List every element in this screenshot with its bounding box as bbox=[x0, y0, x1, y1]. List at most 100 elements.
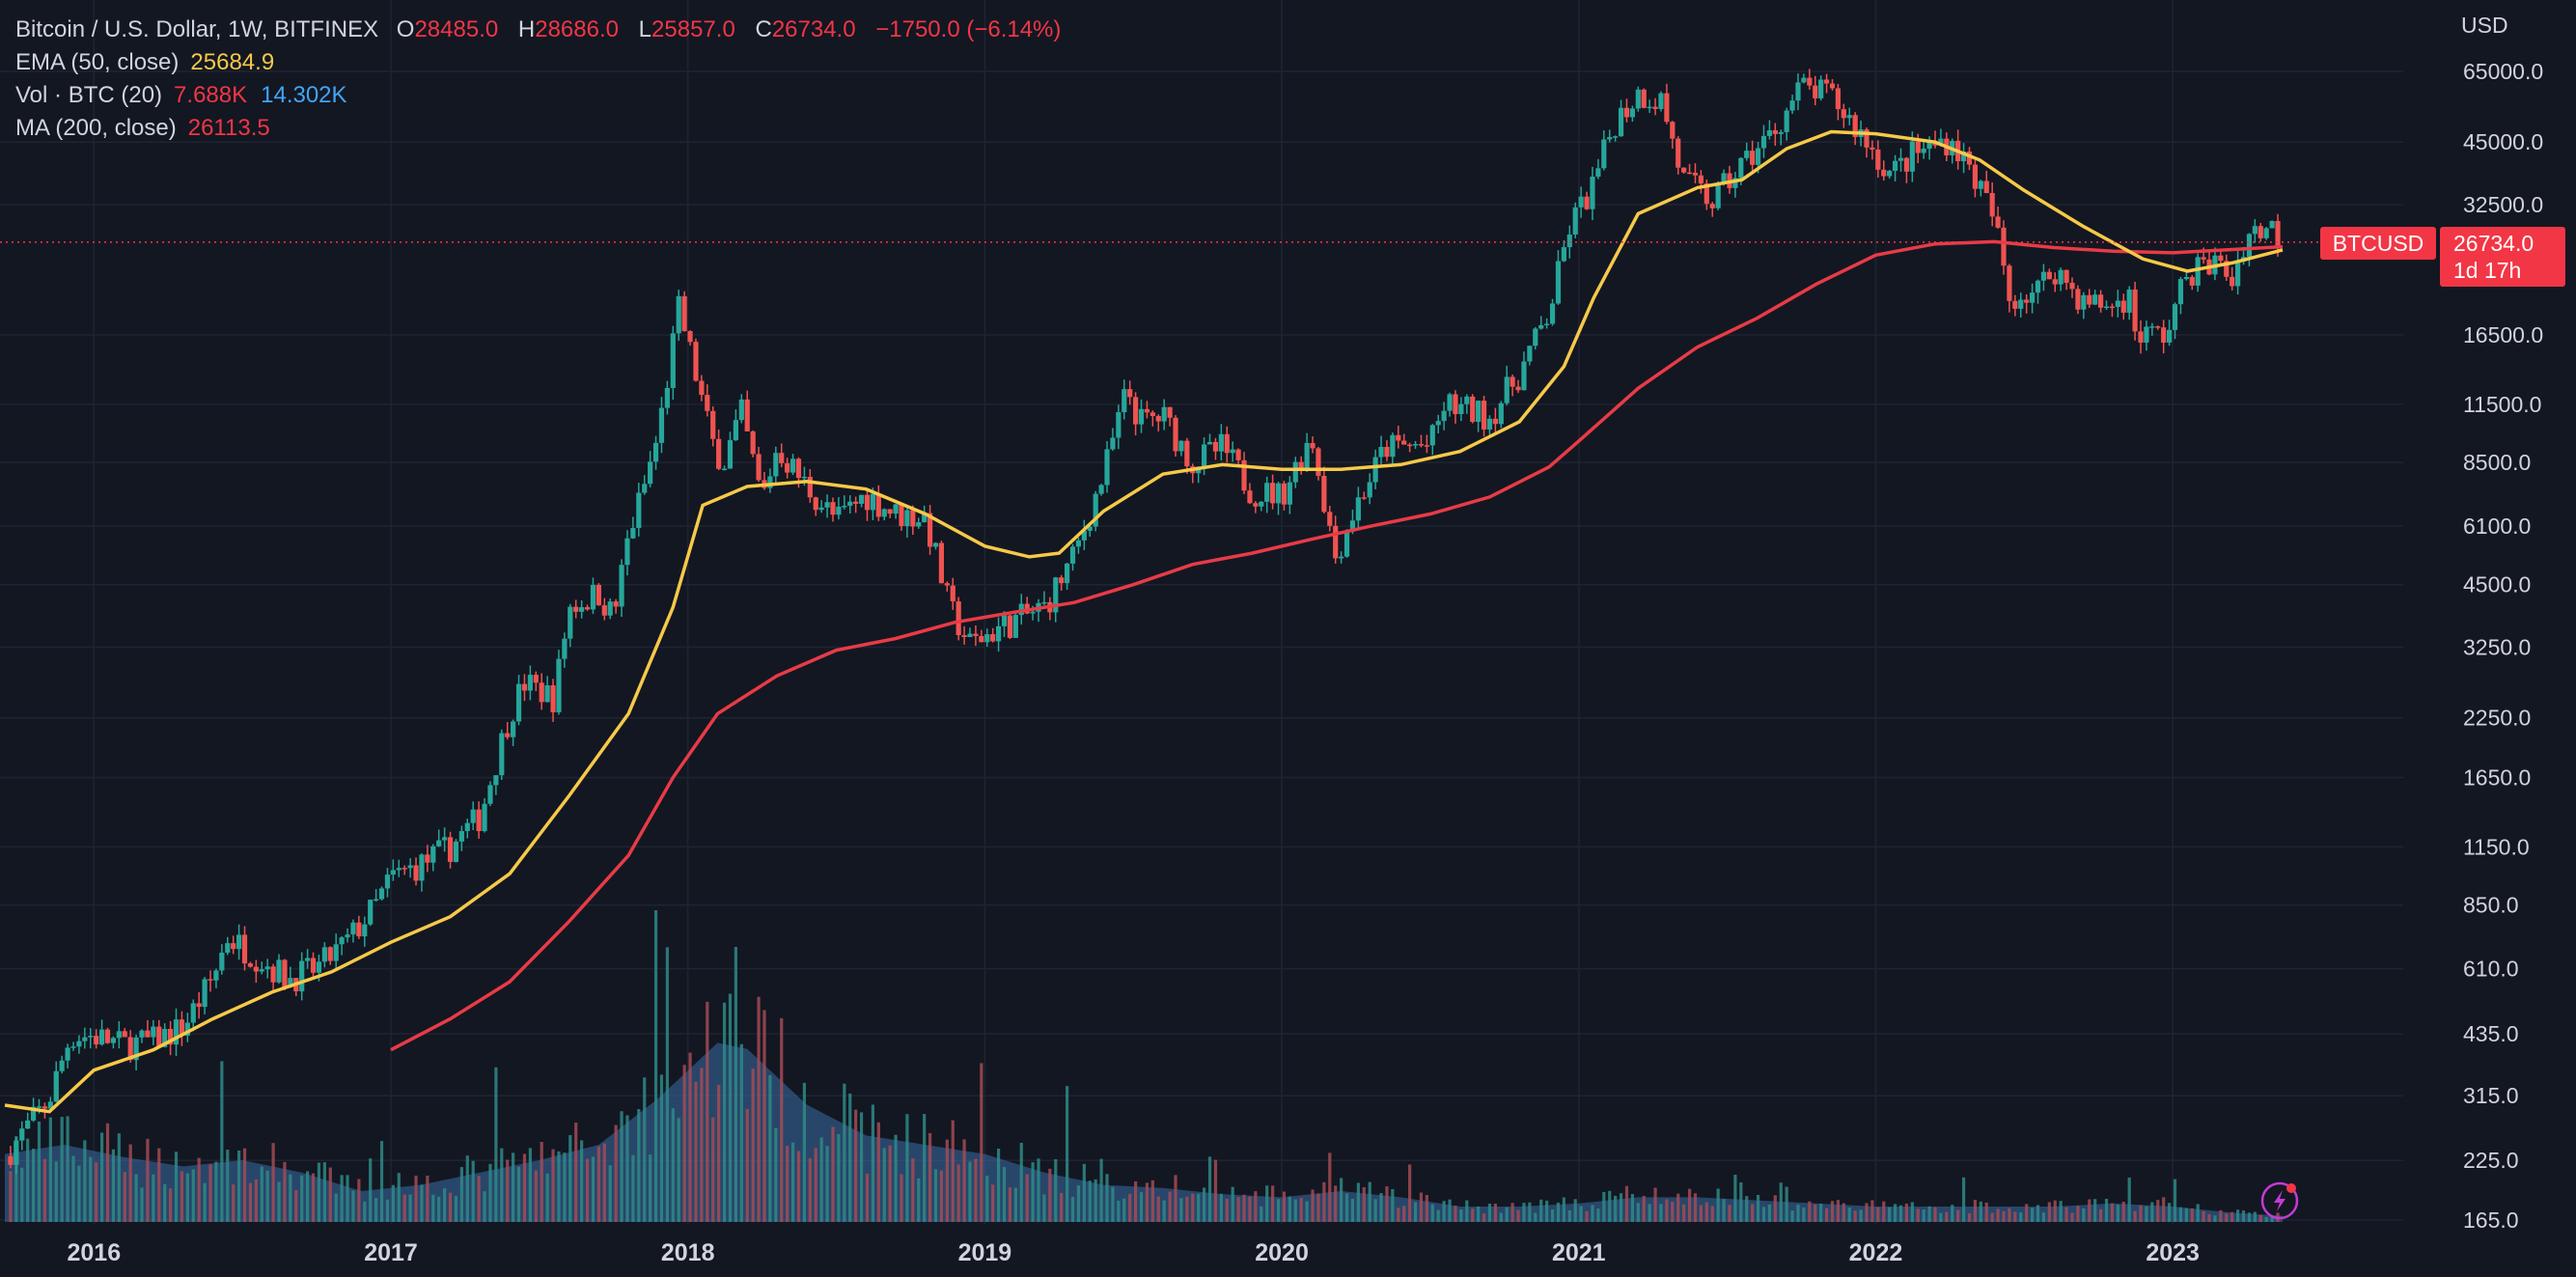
candle-body bbox=[264, 966, 270, 970]
volume-bar bbox=[1487, 1204, 1492, 1222]
volume-bar bbox=[1927, 1206, 1931, 1222]
volume-bar bbox=[1682, 1204, 1686, 1222]
candle-body bbox=[396, 868, 402, 871]
candle-body bbox=[515, 683, 522, 722]
volume-bar bbox=[1751, 1204, 1755, 1222]
volume-bar bbox=[1728, 1205, 1731, 1222]
candle-body bbox=[1978, 180, 1983, 189]
candle-body bbox=[1093, 493, 1098, 527]
volume-bar bbox=[1853, 1210, 1857, 1222]
candle-body bbox=[1372, 457, 1378, 483]
volume-bar bbox=[191, 1169, 195, 1222]
volume-bar bbox=[66, 1116, 69, 1222]
symbol-title[interactable]: Bitcoin / U.S. Dollar, 1W, BITFINEX bbox=[15, 16, 379, 42]
candle-body bbox=[521, 683, 528, 691]
candle-body bbox=[1647, 106, 1652, 109]
volume-bar bbox=[1225, 1199, 1229, 1222]
grid-lines bbox=[0, 0, 2403, 1224]
volume-bar bbox=[9, 1171, 13, 1222]
price-axis[interactable]: 165.0 225.0 315.0 435.0 610.0 850.0 1150.0 1650… bbox=[2463, 59, 2543, 1233]
volume-bar bbox=[1614, 1195, 1618, 1222]
volume-bar bbox=[2002, 1210, 2006, 1222]
volume-bar bbox=[911, 1157, 915, 1222]
volume-bar bbox=[1356, 1182, 1360, 1222]
volume-bar bbox=[2053, 1200, 2057, 1222]
candle-body bbox=[321, 947, 327, 962]
time-axis[interactable]: 2016 2017 2018 2019 2020 2021 2022 2023 bbox=[67, 1239, 2199, 1266]
candle-body bbox=[19, 1128, 25, 1141]
volume-bar bbox=[214, 1161, 218, 1222]
volume-bar bbox=[1876, 1207, 1880, 1222]
candle-body bbox=[779, 453, 785, 463]
candle-body bbox=[1212, 441, 1219, 452]
candle-body bbox=[1629, 108, 1635, 118]
open-label: O bbox=[396, 16, 415, 42]
volume-bar bbox=[1745, 1196, 1749, 1222]
ema-label: EMA (50, close) bbox=[15, 49, 180, 75]
candle-body bbox=[1132, 397, 1139, 425]
candle-body bbox=[2069, 282, 2075, 290]
volume-bar bbox=[1567, 1209, 1571, 1222]
candle-body bbox=[550, 685, 556, 712]
candle-body bbox=[601, 605, 607, 616]
candle-body bbox=[1230, 449, 1235, 454]
candle-body bbox=[842, 506, 847, 508]
volume-bar bbox=[322, 1162, 326, 1222]
candle-body bbox=[864, 494, 871, 511]
candle-body bbox=[533, 675, 539, 683]
volume-bar bbox=[596, 1146, 600, 1222]
volume-bar bbox=[1785, 1186, 1788, 1222]
candle-body bbox=[378, 888, 385, 900]
candle-body bbox=[493, 775, 499, 786]
candle-body bbox=[916, 522, 922, 527]
volume-bar bbox=[545, 1173, 549, 1222]
candle-body bbox=[681, 295, 687, 332]
volume-bar bbox=[1203, 1187, 1206, 1222]
volume-bar bbox=[574, 1123, 578, 1222]
volume-bar bbox=[620, 1111, 623, 1222]
legend-ma-row[interactable]: MA (200, close) 26113.5 bbox=[15, 112, 1061, 145]
volume-ma-value: 14.302K bbox=[261, 82, 347, 108]
candle-body bbox=[1578, 196, 1584, 208]
volume-bar bbox=[1842, 1203, 1845, 1222]
candle-body bbox=[65, 1047, 70, 1061]
candle-body bbox=[1075, 540, 1082, 547]
candle-body bbox=[88, 1036, 94, 1038]
volume-bar bbox=[2093, 1199, 2097, 1222]
volume-bar bbox=[2076, 1206, 2080, 1222]
volume-bar bbox=[2207, 1214, 2211, 1222]
volume-bar bbox=[706, 1001, 709, 1222]
volume-bar bbox=[105, 1123, 110, 1222]
volume-bar bbox=[796, 1151, 801, 1222]
candle-body bbox=[785, 462, 790, 473]
candle-body bbox=[1007, 615, 1013, 638]
legend-ema-row[interactable]: EMA (50, close) 25684.9 bbox=[15, 46, 1061, 79]
candle-body bbox=[1224, 433, 1230, 454]
candle-body bbox=[1544, 323, 1550, 325]
candle-body bbox=[1686, 172, 1693, 175]
volume-bar bbox=[1368, 1181, 1371, 1222]
candle-body bbox=[94, 1036, 99, 1045]
volume-bar bbox=[1904, 1203, 1909, 1222]
symbol-tag[interactable]: BTCUSD bbox=[2333, 231, 2424, 256]
candle-body bbox=[1664, 93, 1670, 123]
candle-body bbox=[1818, 79, 1824, 98]
candle-body bbox=[1618, 107, 1624, 137]
candle-body bbox=[1887, 170, 1893, 177]
candle-body bbox=[511, 721, 516, 737]
price-tick-label: 2250.0 bbox=[2463, 706, 2531, 731]
volume-bar bbox=[1693, 1193, 1698, 1222]
volume-bar bbox=[1276, 1199, 1281, 1222]
candle-body bbox=[1721, 173, 1727, 184]
currency-label: USD bbox=[2461, 13, 2508, 38]
lightning-icon[interactable] bbox=[2260, 1181, 2299, 1220]
volume-bar bbox=[996, 1149, 1001, 1222]
candle-body bbox=[2120, 300, 2126, 313]
candle-body bbox=[1903, 157, 1910, 172]
ma-200-line bbox=[390, 239, 2284, 1052]
candle-body bbox=[1652, 106, 1658, 109]
candle-body bbox=[1549, 303, 1556, 324]
legend-volume-row[interactable]: Vol · BTC (20) 7.688K 14.302K bbox=[15, 79, 1061, 112]
candle-body bbox=[2132, 289, 2138, 332]
